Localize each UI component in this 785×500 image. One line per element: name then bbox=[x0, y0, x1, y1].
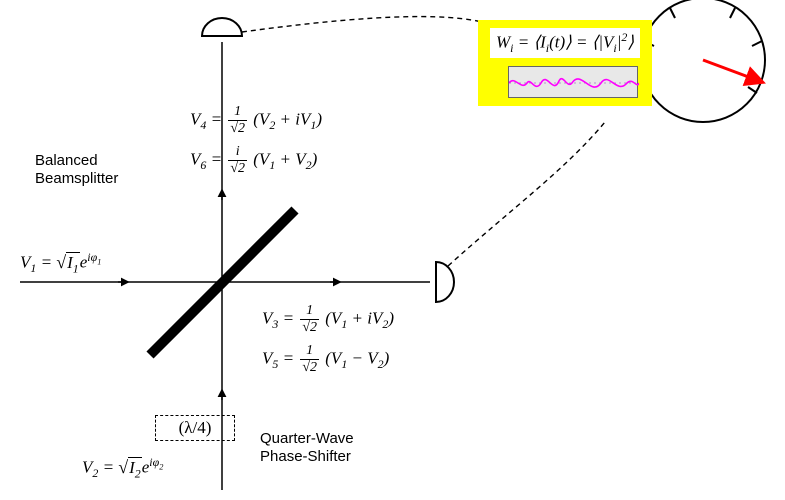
readout-panel: Wi = ⟨Ii(t)⟩ = ⟨|Vi|2⟩ bbox=[478, 20, 652, 106]
gauge-needle-layer bbox=[0, 0, 785, 500]
gauge-needle bbox=[703, 60, 762, 82]
oscilloscope-trace bbox=[508, 66, 638, 98]
v1-equation: V1 = I1eiφ1 bbox=[20, 250, 101, 276]
intensity-formula: Wi = ⟨Ii(t)⟩ = ⟨|Vi|2⟩ bbox=[490, 28, 640, 58]
v5-equation: V5 = 1√2 (V1 − V2) bbox=[262, 344, 389, 375]
balanced-beamsplitter-label: BalancedBeamsplitter bbox=[35, 152, 118, 188]
gauge-dial bbox=[641, 0, 765, 122]
v4-equation: V4 = 1√2 (V2 + iV1) bbox=[190, 105, 322, 136]
gauge-ticks bbox=[644, 8, 762, 93]
qwp-label: Quarter-WavePhase-Shifter bbox=[260, 430, 354, 466]
v2-equation: V2 = I2eiφ2 bbox=[82, 455, 163, 481]
dash-top-to-readout bbox=[242, 17, 482, 32]
qwp-box: (λ/4) bbox=[155, 415, 235, 441]
dash-right-to-readout bbox=[448, 122, 605, 266]
diagram-svg bbox=[0, 0, 785, 500]
v3-equation: V3 = 1√2 (V1 + iV2) bbox=[262, 304, 394, 335]
detector-top bbox=[202, 18, 242, 36]
detector-right bbox=[436, 262, 454, 302]
v6-equation: V6 = i√2 (V1 + V2) bbox=[190, 145, 317, 176]
